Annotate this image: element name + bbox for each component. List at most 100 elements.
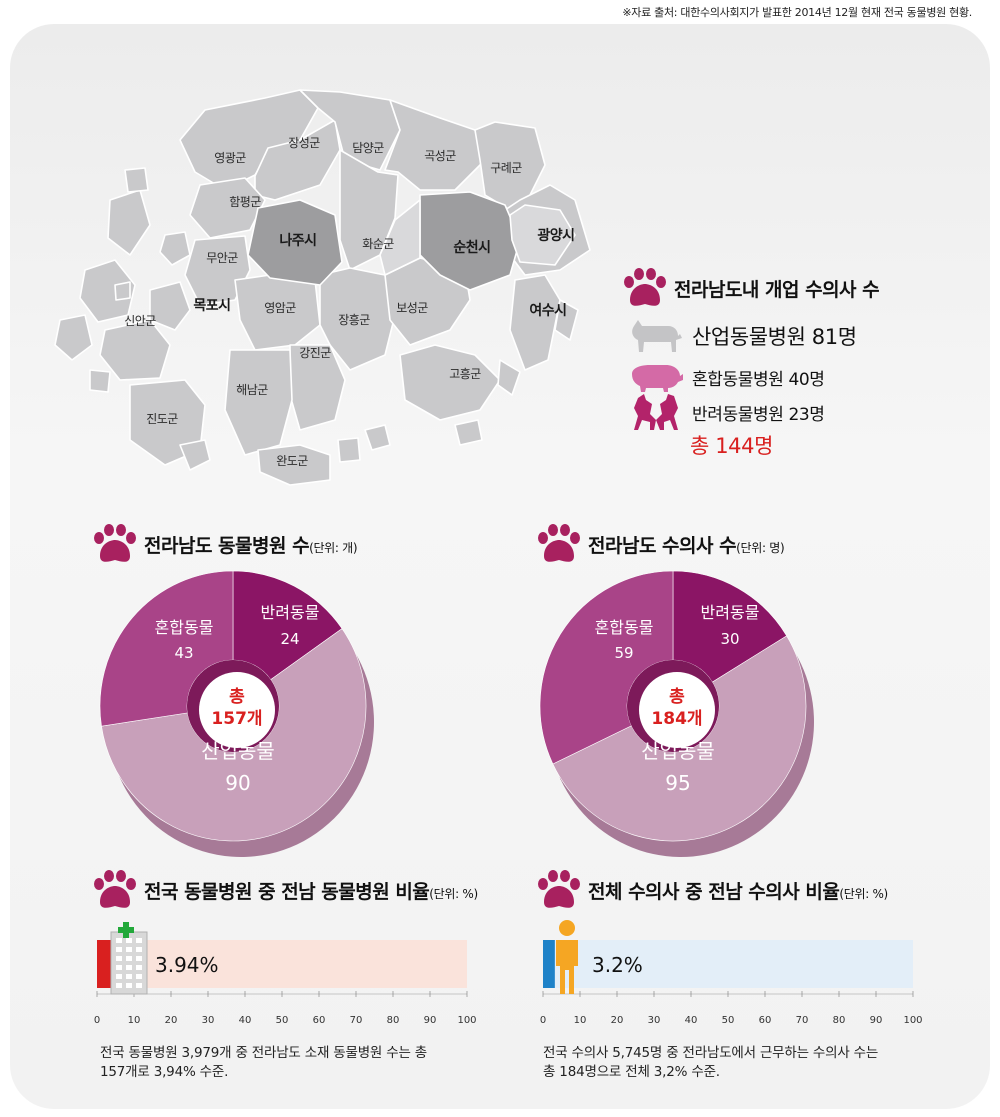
map-region-shape [257, 444, 331, 486]
map-region-shape [299, 89, 401, 171]
donut-value-label: 30 [720, 630, 739, 648]
map-region-label: 무안군 [206, 251, 238, 265]
axis-tick-label: 90 [424, 1015, 437, 1026]
axis-tick-label: 10 [574, 1015, 587, 1026]
map-region-shape-dark [419, 191, 521, 291]
map-region-label: 진도군 [146, 412, 178, 426]
vets-donut-unit: (단위: 명) [736, 540, 785, 555]
paw-icon [538, 870, 580, 908]
axis-tick-label: 30 [648, 1015, 661, 1026]
map-region-shape [189, 177, 266, 239]
vets-bar-heading: 전체 수의사 중 전남 수의사 비율(단위: %) [536, 870, 888, 910]
map-region-label: 화순군 [362, 237, 394, 251]
hospitals-ratio-caption: 전국 동물병원 3,979개 중 전라남도 소재 동물병원 수는 총 157개로… [100, 1044, 427, 1082]
caption-line: 157개로 3,94% 수준. [100, 1064, 229, 1080]
map-region-shape [124, 167, 149, 193]
vets-bar-title: 전체 수의사 중 전남 수의사 비율 [588, 880, 840, 903]
donut-value-label: 43 [174, 644, 193, 662]
map-region-label: 나주시 [279, 233, 316, 249]
map-region-label: 영광군 [214, 151, 246, 165]
map-region-shape [184, 235, 251, 306]
legend-label: 산업동물병원 81명 [692, 325, 857, 349]
paw-icon [624, 268, 666, 306]
caption-line: 전국 수의사 5,745명 중 전라남도에서 근무하는 수의사 수는 [543, 1045, 879, 1061]
donut-total-value: 184개 [651, 709, 702, 729]
hospitals-bar-unit: (단위: %) [429, 886, 478, 901]
legend-label: 혼합동물병원 40명 [692, 369, 825, 390]
donut-category-label: 산업동물 [201, 739, 275, 763]
map-region-shape [114, 281, 131, 301]
map-region-label: 장흥군 [338, 313, 370, 327]
map-region-label: 목포시 [193, 298, 230, 314]
map-region-label: 여수시 [529, 302, 566, 319]
axis-tick-label: 80 [833, 1015, 846, 1026]
map-region-label: 함평군 [229, 195, 261, 209]
map-region-shape [384, 99, 486, 191]
hospitals-bar-title: 전국 동물병원 중 전남 동물병원 비율 [144, 880, 430, 903]
axis-tick-label: 20 [611, 1015, 624, 1026]
map-region-shape [337, 437, 361, 463]
map-region-label: 담양군 [352, 141, 384, 155]
map-region-shape [364, 424, 391, 451]
hospitals-donut-title: 전라남도 동물병원 수 [144, 534, 310, 557]
map-region-label: 구례군 [490, 161, 522, 175]
map-region-label: 고흥군 [449, 367, 481, 381]
axis-tick-label: 40 [685, 1015, 698, 1026]
axis-tick-label: 90 [870, 1015, 883, 1026]
vets-donut-heading: 전라남도 수의사 수(단위: 명) [536, 524, 785, 564]
hospitals-donut-heading: 전라남도 동물병원 수(단위: 개) [92, 524, 358, 564]
legend-item-mixed: 혼합동물병원 40명 [628, 362, 825, 392]
vets-donut-title: 전라남도 수의사 수 [588, 534, 737, 557]
vets-ratio-bar-chart: 0 10 20 30 40 50 60 70 80 90 100 [540, 920, 923, 1026]
map-region-label: 보성군 [396, 301, 428, 315]
map-region-label: 해남군 [236, 383, 268, 397]
axis-tick-label: 100 [457, 1015, 476, 1026]
axis-tick-label: 60 [759, 1015, 772, 1026]
map-region-shape [149, 281, 191, 331]
donut-total-label: 총 [229, 687, 245, 707]
map-region-label: 강진군 [299, 346, 331, 360]
map-region-shape [79, 259, 136, 323]
donut-category-label: 혼합동물 [155, 618, 214, 637]
map-region-shape [509, 274, 561, 371]
source-note: ※자료 출처: 대한수의사회지가 발표한 2014년 12월 현재 전국 동물병… [622, 6, 972, 19]
donut-category-label: 혼합동물 [595, 618, 654, 637]
map-region-label: 신안군 [124, 314, 156, 328]
axis-tick-label: 0 [540, 1015, 546, 1026]
vets-ratio-caption: 전국 수의사 5,745명 중 전라남도에서 근무하는 수의사 수는 총 184… [543, 1044, 878, 1082]
map-region-shape [454, 419, 483, 446]
legend-item-industrial: 산업동물병원 81명 [628, 318, 857, 354]
map-region-shape [399, 344, 501, 421]
axis-tick-label: 0 [94, 1015, 100, 1026]
axis-tick-label: 70 [350, 1015, 363, 1026]
axis-tick-label: 100 [903, 1015, 922, 1026]
axis-tick-label: 70 [796, 1015, 809, 1026]
donut-value-label: 90 [225, 771, 250, 795]
map-region-shape [254, 119, 341, 201]
donut-total-value: 157개 [211, 709, 262, 729]
map-region-shape [54, 314, 93, 361]
hospitals-ratio-value: 3.94% [155, 953, 219, 977]
hospitals-donut-unit: (단위: 개) [309, 540, 358, 555]
map-region-shape [89, 369, 111, 393]
donut-hole [639, 672, 715, 748]
donut-category-label: 반려동물 [261, 603, 320, 622]
vets-bar-unit: (단위: %) [839, 886, 888, 901]
person-icon [556, 920, 578, 994]
vets-ratio-value: 3.2% [592, 953, 643, 977]
donut-category-label: 반려동물 [701, 603, 760, 622]
donut-hole [199, 672, 275, 748]
map-region-shape-dark [247, 199, 343, 286]
dogs-icon [634, 394, 678, 430]
map-region-shape [159, 231, 191, 266]
donut-value-label: 59 [614, 644, 633, 662]
axis-tick-label: 60 [313, 1015, 326, 1026]
axis-tick-label: 50 [722, 1015, 735, 1026]
map-region-shape [319, 267, 396, 371]
pig-icon [632, 365, 683, 392]
axis-tick-label: 50 [276, 1015, 289, 1026]
map-region-shape [497, 359, 521, 396]
